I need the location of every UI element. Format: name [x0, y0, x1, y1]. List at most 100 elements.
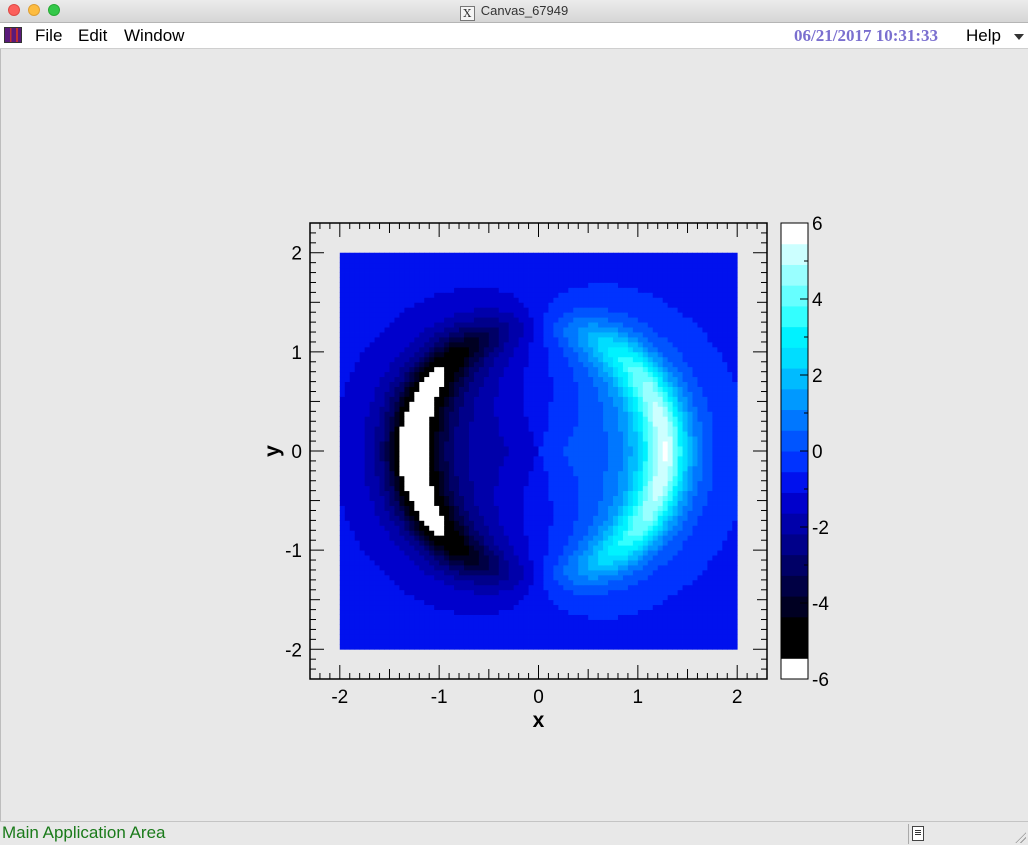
heatmap-cell	[439, 599, 445, 606]
menu-help[interactable]: Help	[966, 26, 1001, 46]
heatmap-cell	[588, 366, 594, 373]
heatmap-cell	[538, 535, 544, 541]
heatmap-cell	[558, 411, 564, 417]
heatmap-cell	[364, 470, 371, 477]
heatmap-cell	[657, 525, 664, 531]
heatmap-cell	[543, 341, 549, 348]
heatmap-cell	[463, 545, 470, 551]
heatmap-cell	[493, 505, 500, 511]
heatmap-cell	[523, 604, 529, 611]
heatmap-cell	[424, 560, 430, 566]
menu-edit[interactable]: Edit	[78, 26, 107, 46]
heatmap-cell	[687, 624, 693, 630]
heatmap-cell	[732, 346, 738, 353]
heatmap-cell	[707, 515, 713, 521]
heatmap-cell	[384, 361, 390, 368]
heatmap-cell	[682, 351, 688, 358]
heatmap-cell	[409, 351, 415, 358]
heatmap-cell	[617, 441, 624, 447]
close-window-button[interactable]	[8, 4, 20, 16]
heatmap-cell	[603, 530, 609, 536]
heatmap-cell	[339, 569, 346, 576]
heatmap-cell	[697, 535, 703, 541]
heatmap-cell	[419, 505, 425, 511]
heatmap-cell	[439, 639, 445, 645]
heatmap-cell	[722, 520, 728, 526]
heatmap-cell	[553, 644, 559, 650]
heatmap-cell	[379, 386, 385, 392]
heatmap-cell	[399, 510, 405, 516]
heatmap-cell	[732, 451, 738, 457]
heatmap-cell	[712, 376, 718, 383]
heatmap-cell	[707, 460, 713, 467]
heatmap-cell	[538, 589, 544, 596]
heatmap-cell	[627, 510, 634, 516]
heatmap-cell	[369, 411, 375, 417]
heatmap-cell	[622, 624, 629, 630]
heatmap-cell	[528, 485, 534, 492]
heatmap-cell	[399, 396, 405, 402]
heatmap-cell	[588, 475, 594, 482]
heatmap-cell	[632, 619, 639, 625]
heatmap-cell	[498, 485, 505, 492]
heatmap-cell	[642, 386, 649, 392]
heatmap-cell	[627, 579, 634, 586]
heatmap-cell	[379, 485, 385, 492]
heatmap-cell	[389, 525, 395, 531]
heatmap-cell	[573, 530, 579, 536]
heatmap-cell	[593, 530, 599, 536]
heatmap-cell	[379, 431, 385, 437]
heatmap-cell	[642, 634, 649, 640]
heatmap-cell	[712, 634, 718, 640]
heatmap-cell	[414, 341, 420, 348]
heatmap-cell	[687, 455, 693, 462]
heatmap-cell	[613, 470, 619, 477]
heatmap-cell	[344, 416, 351, 422]
heatmap-cell	[518, 604, 524, 611]
heatmap-cell	[344, 535, 351, 541]
heatmap-cell	[667, 455, 674, 462]
heatmap-cell	[389, 579, 395, 586]
zoom-window-button[interactable]	[48, 4, 60, 16]
heatmap-cell	[727, 451, 733, 457]
heatmap-cell	[488, 446, 495, 452]
heatmap-cell	[667, 421, 674, 427]
heatmap-cell	[459, 396, 465, 402]
heatmap-cell	[722, 639, 728, 645]
menu-file[interactable]: File	[35, 26, 62, 46]
heatmap-cell	[632, 555, 639, 561]
heatmap-cell	[642, 629, 649, 635]
heatmap-cell	[692, 510, 698, 516]
heatmap-cell	[632, 614, 639, 620]
heatmap-cell	[687, 510, 693, 516]
heatmap-cell	[667, 594, 674, 601]
heatmap-cell	[379, 599, 385, 606]
minimize-window-button[interactable]	[28, 4, 40, 16]
heatmap-cell	[439, 530, 445, 536]
heatmap-cell	[399, 337, 405, 343]
heatmap-cell	[468, 406, 475, 412]
heatmap-cell	[503, 604, 510, 611]
heatmap-cell	[603, 361, 609, 368]
heatmap-cell	[394, 441, 400, 447]
heatmap-cell	[578, 341, 584, 348]
heatmap-cell	[712, 565, 718, 571]
heatmap-cell	[369, 426, 375, 432]
menu-window[interactable]: Window	[124, 26, 184, 46]
heatmap-cell	[702, 569, 708, 576]
heatmap-cell	[444, 515, 450, 521]
heatmap-cell	[459, 451, 465, 457]
heatmap-cell	[444, 416, 450, 422]
heatmap-cell	[488, 505, 495, 511]
heatmap-cell	[642, 351, 649, 358]
heatmap-cell	[598, 644, 604, 650]
chevron-down-icon[interactable]	[1014, 34, 1024, 40]
heatmap-cell	[563, 431, 569, 437]
heatmap-cell	[647, 366, 654, 373]
heatmap-cell	[613, 391, 619, 397]
heatmap-cell	[404, 520, 410, 526]
heatmap-cell	[424, 401, 430, 407]
heatmap-cell	[523, 446, 529, 452]
heatmap-cell	[677, 416, 683, 422]
